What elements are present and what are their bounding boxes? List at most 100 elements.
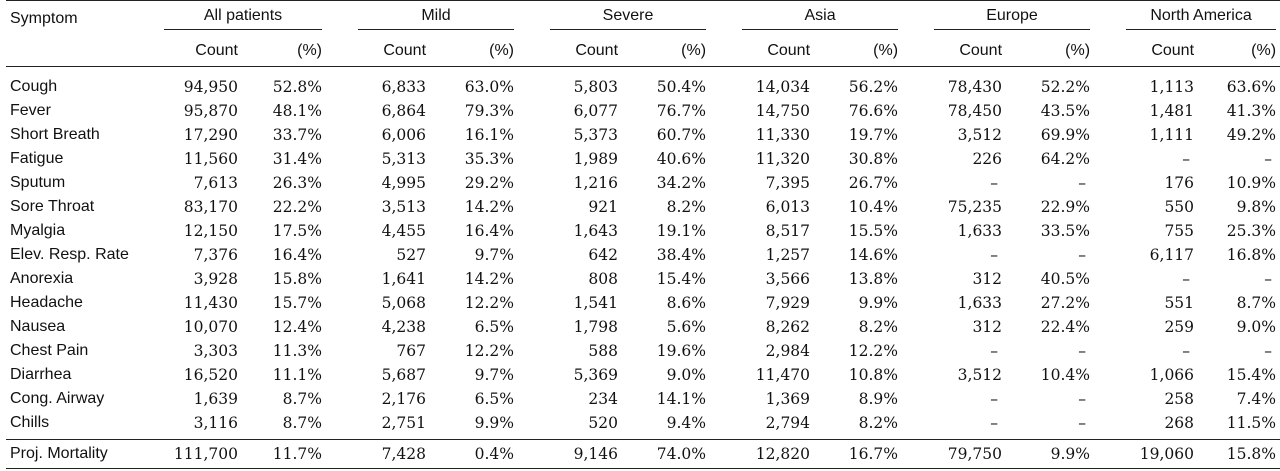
pct-cell: 16.7% (818, 439, 907, 469)
pct-cell: – (1078, 414, 1087, 432)
pct-header: (%) (297, 42, 323, 59)
pct-cell: 11.3% (272, 342, 323, 360)
count-cell: 5,369 (573, 366, 619, 384)
count-cell: 5,313 (381, 150, 427, 168)
count-cell: 17,290 (183, 126, 238, 144)
pct-cell: 76.6% (848, 102, 899, 120)
pct-cell: 10.9% (1226, 174, 1277, 192)
pct-cell: 26.7% (848, 174, 899, 192)
pct-cell: 64.2% (1040, 150, 1091, 168)
count-cell: 1,481 (1149, 102, 1195, 120)
count-cell: 4,238 (381, 318, 427, 336)
pct-cell: 14.2% (464, 198, 515, 216)
count-cell: 14,034 (755, 78, 811, 96)
count-cell: 5,687 (381, 366, 427, 384)
pct-cell: – (1078, 246, 1087, 264)
count-cell: 5,068 (381, 294, 427, 312)
pct-cell: 8.2% (858, 318, 899, 336)
pct-cell: 56.2% (848, 78, 899, 96)
pct-cell: 9.9% (474, 414, 515, 432)
count-cell: 1,633 (957, 222, 1003, 240)
count-cell: 258 (1164, 390, 1195, 408)
pct-cell: 26.3% (272, 174, 323, 192)
count-header: Count (959, 42, 1003, 59)
count-cell: 16,520 (183, 366, 238, 384)
table-row: Anorexia 3,928 15.8% 1,641 14.2% 808 15.4% 3,56… (6, 267, 1280, 291)
count-cell: 3,116 (193, 414, 238, 432)
count-cell: 7,929 (765, 294, 811, 312)
sub-header-row: Count (%) Count (%) Count (%) Count (%) … (6, 36, 1280, 67)
count-cell: 4,995 (381, 174, 427, 192)
pct-cell: 74.0% (626, 439, 715, 469)
group-header-north-america: North America (1118, 0, 1280, 36)
count-header: Count (575, 42, 619, 59)
row-label: Short Breath (10, 126, 100, 143)
count-cell: 1,111 (1149, 126, 1195, 144)
row-label: Fever (10, 102, 51, 119)
pct-cell: – (1078, 342, 1087, 360)
pct-cell: 22.4% (1040, 318, 1091, 336)
pct-cell: 10.4% (1040, 366, 1091, 384)
count-header: Count (767, 42, 811, 59)
pct-cell: 9.9% (858, 294, 899, 312)
pct-cell: 30.8% (848, 150, 899, 168)
count-cell: 8,517 (765, 222, 811, 240)
pct-cell: 35.3% (464, 150, 515, 168)
pct-cell: 13.8% (848, 270, 899, 288)
pct-cell: 8.7% (282, 414, 323, 432)
pct-cell: 6.5% (474, 318, 515, 336)
pct-cell: 63.6% (1226, 78, 1277, 96)
table-row: Diarrhea 16,520 11.1% 5,687 9.7% 5,369 9.0% 11,… (6, 363, 1280, 387)
count-cell: 19,060 (1118, 439, 1203, 469)
pct-cell: 33.5% (1040, 222, 1091, 240)
count-cell: 176 (1164, 174, 1195, 192)
pct-cell: 27.2% (1040, 294, 1091, 312)
row-label: Cong. Airway (10, 390, 105, 407)
count-cell: 78,430 (947, 78, 1003, 96)
count-cell: – (990, 342, 999, 360)
count-cell: 11,320 (755, 150, 811, 168)
table-row: Sputum 7,613 26.3% 4,995 29.2% 1,216 34.2% 7,39… (6, 171, 1280, 195)
pct-cell: 79.3% (464, 102, 515, 120)
row-label: Nausea (10, 318, 66, 335)
count-cell: 767 (396, 342, 427, 360)
count-cell: – (990, 246, 999, 264)
table-row: Sore Throat 83,170 22.2% 3,513 14.2% 921 8.2% 6… (6, 195, 1280, 219)
pct-cell: 8.2% (858, 414, 899, 432)
count-cell: 550 (1164, 198, 1195, 216)
count-cell: 808 (588, 270, 619, 288)
group-header-europe: Europe (926, 0, 1099, 36)
pct-cell: – (1078, 390, 1087, 408)
pct-cell: 40.5% (1040, 270, 1091, 288)
pct-cell: 22.2% (272, 198, 323, 216)
pct-cell: 63.0% (464, 78, 515, 96)
pct-cell: 10.4% (848, 198, 899, 216)
pct-cell: 0.4% (434, 439, 523, 469)
row-label: Cough (10, 78, 58, 95)
count-cell: 2,794 (765, 414, 811, 432)
symptom-header: Symptom (6, 0, 156, 36)
pct-cell: 19.6% (656, 342, 707, 360)
count-cell: 4,455 (381, 222, 427, 240)
count-cell: 7,613 (193, 174, 238, 192)
pct-cell: 49.2% (1226, 126, 1277, 144)
pct-cell: 7.4% (1236, 390, 1277, 408)
count-cell: 642 (588, 246, 619, 264)
count-cell: 6,013 (765, 198, 811, 216)
pct-cell: 9.4% (666, 414, 707, 432)
count-cell: 12,820 (734, 439, 819, 469)
pct-cell: – (1264, 270, 1273, 288)
pct-cell: 52.2% (1040, 78, 1091, 96)
pct-cell: 9.0% (1236, 318, 1277, 336)
count-cell: 3,928 (193, 270, 238, 288)
pct-cell: 5.6% (666, 318, 707, 336)
pct-cell: 8.7% (282, 390, 323, 408)
count-cell: 1,641 (381, 270, 427, 288)
pct-cell: 8.9% (858, 390, 899, 408)
group-header-severe: Severe (542, 0, 715, 36)
count-cell: 1,989 (573, 150, 619, 168)
count-cell: 95,870 (183, 102, 238, 120)
pct-cell: 40.6% (656, 150, 707, 168)
count-cell: 2,984 (765, 342, 811, 360)
count-cell: 226 (972, 150, 1003, 168)
